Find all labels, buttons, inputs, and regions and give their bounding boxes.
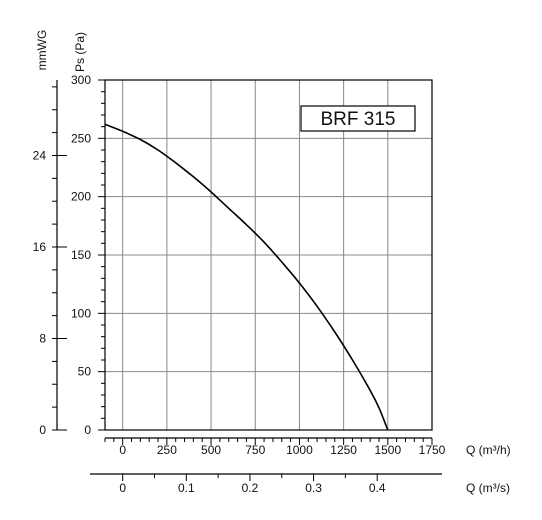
x-axis-m3s-title: Q (m³/s) <box>466 481 510 495</box>
y-axis-pa-title: Ps (Pa) <box>73 32 87 72</box>
m3h-tick-label: 1500 <box>374 443 401 457</box>
mmwg-tick-label: 0 <box>39 423 46 437</box>
mmwg-tick-label: 8 <box>39 331 46 345</box>
grid <box>105 80 432 430</box>
m3s-tick-label: 0.4 <box>369 481 386 495</box>
pa-tick-label: 300 <box>71 73 91 87</box>
curve-line <box>104 123 389 431</box>
m3h-tick-label: 750 <box>245 443 265 457</box>
pa-tick-label: 250 <box>71 131 91 145</box>
m3s-tick-label: 0.3 <box>305 481 322 495</box>
m3s-tick-label: 0 <box>119 481 126 495</box>
m3h-tick-label: 1250 <box>330 443 357 457</box>
pa-tick-label: 150 <box>71 248 91 262</box>
m3h-tick-label: 500 <box>201 443 221 457</box>
model-label-frame <box>300 105 416 132</box>
pa-tick-label: 100 <box>71 306 91 320</box>
pa-tick-label: 200 <box>71 190 91 204</box>
y-axis-mmwg: 0 8 16 24 <box>33 80 67 437</box>
y-axis-mmwg-title: mmWG <box>35 30 49 71</box>
y-axis-pa: 0 50 100 150 200 250 300 <box>71 73 105 437</box>
m3s-tick-label: 0.1 <box>178 481 195 495</box>
model-label-box: BRF 315 <box>300 105 416 132</box>
model-label: BRF 315 <box>321 109 396 130</box>
m3h-tick-label: 0 <box>119 443 126 457</box>
mmwg-tick-label: 24 <box>33 148 47 162</box>
m3h-tick-label: 250 <box>157 443 177 457</box>
m3h-tick-label: 1000 <box>286 443 313 457</box>
m3s-tick-label: 0.2 <box>242 481 259 495</box>
pa-tick-label: 0 <box>84 423 91 437</box>
mmwg-tick-label: 16 <box>33 240 47 254</box>
m3h-tick-label: 1750 <box>419 443 446 457</box>
x-axis-m3h: 0 250 500 750 1000 1250 1500 1750 <box>104 437 446 457</box>
x-axis-m3s: 0 0.1 0.2 0.3 0.4 <box>90 473 442 495</box>
pa-tick-label: 50 <box>78 365 92 379</box>
performance-curve <box>104 123 389 431</box>
x-axis-m3h-title: Q (m³/h) <box>466 443 511 457</box>
